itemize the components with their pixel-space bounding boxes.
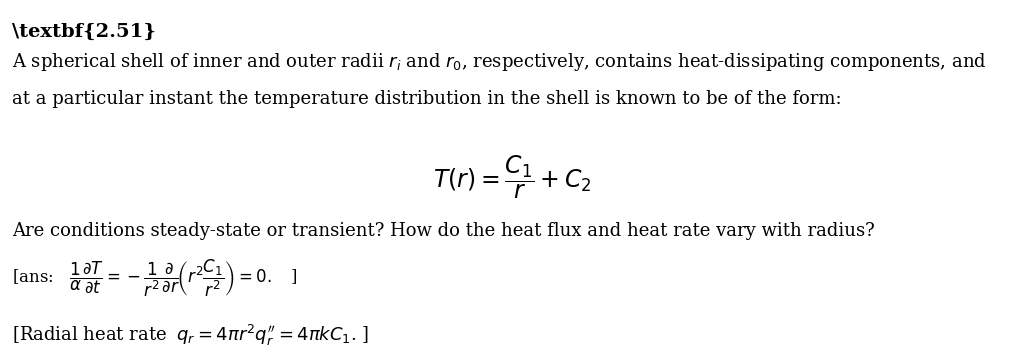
Text: \textbf{2.51}: \textbf{2.51} — [12, 23, 157, 41]
Text: at a particular instant the temperature distribution in the shell is known to be: at a particular instant the temperature … — [12, 90, 842, 108]
Text: [Radial heat rate $\;q_r = 4\pi r^2 q_r^{\prime\prime} = 4\pi k C_1$. ]: [Radial heat rate $\;q_r = 4\pi r^2 q_r^… — [12, 323, 370, 348]
Text: A spherical shell of inner and outer radii $r_i$ and $r_0$, respectively, contai: A spherical shell of inner and outer rad… — [12, 51, 987, 73]
Text: Are conditions steady-state or transient? How do the heat flux and heat rate var: Are conditions steady-state or transient… — [12, 222, 876, 240]
Text: $T(r) = \dfrac{C_1}{r} + C_2$: $T(r) = \dfrac{C_1}{r} + C_2$ — [433, 154, 591, 201]
Text: [ans:   $\dfrac{1}{\alpha}\dfrac{\partial T}{\partial t} = -\dfrac{1}{r^2}\dfrac: [ans: $\dfrac{1}{\alpha}\dfrac{\partial … — [12, 258, 298, 299]
